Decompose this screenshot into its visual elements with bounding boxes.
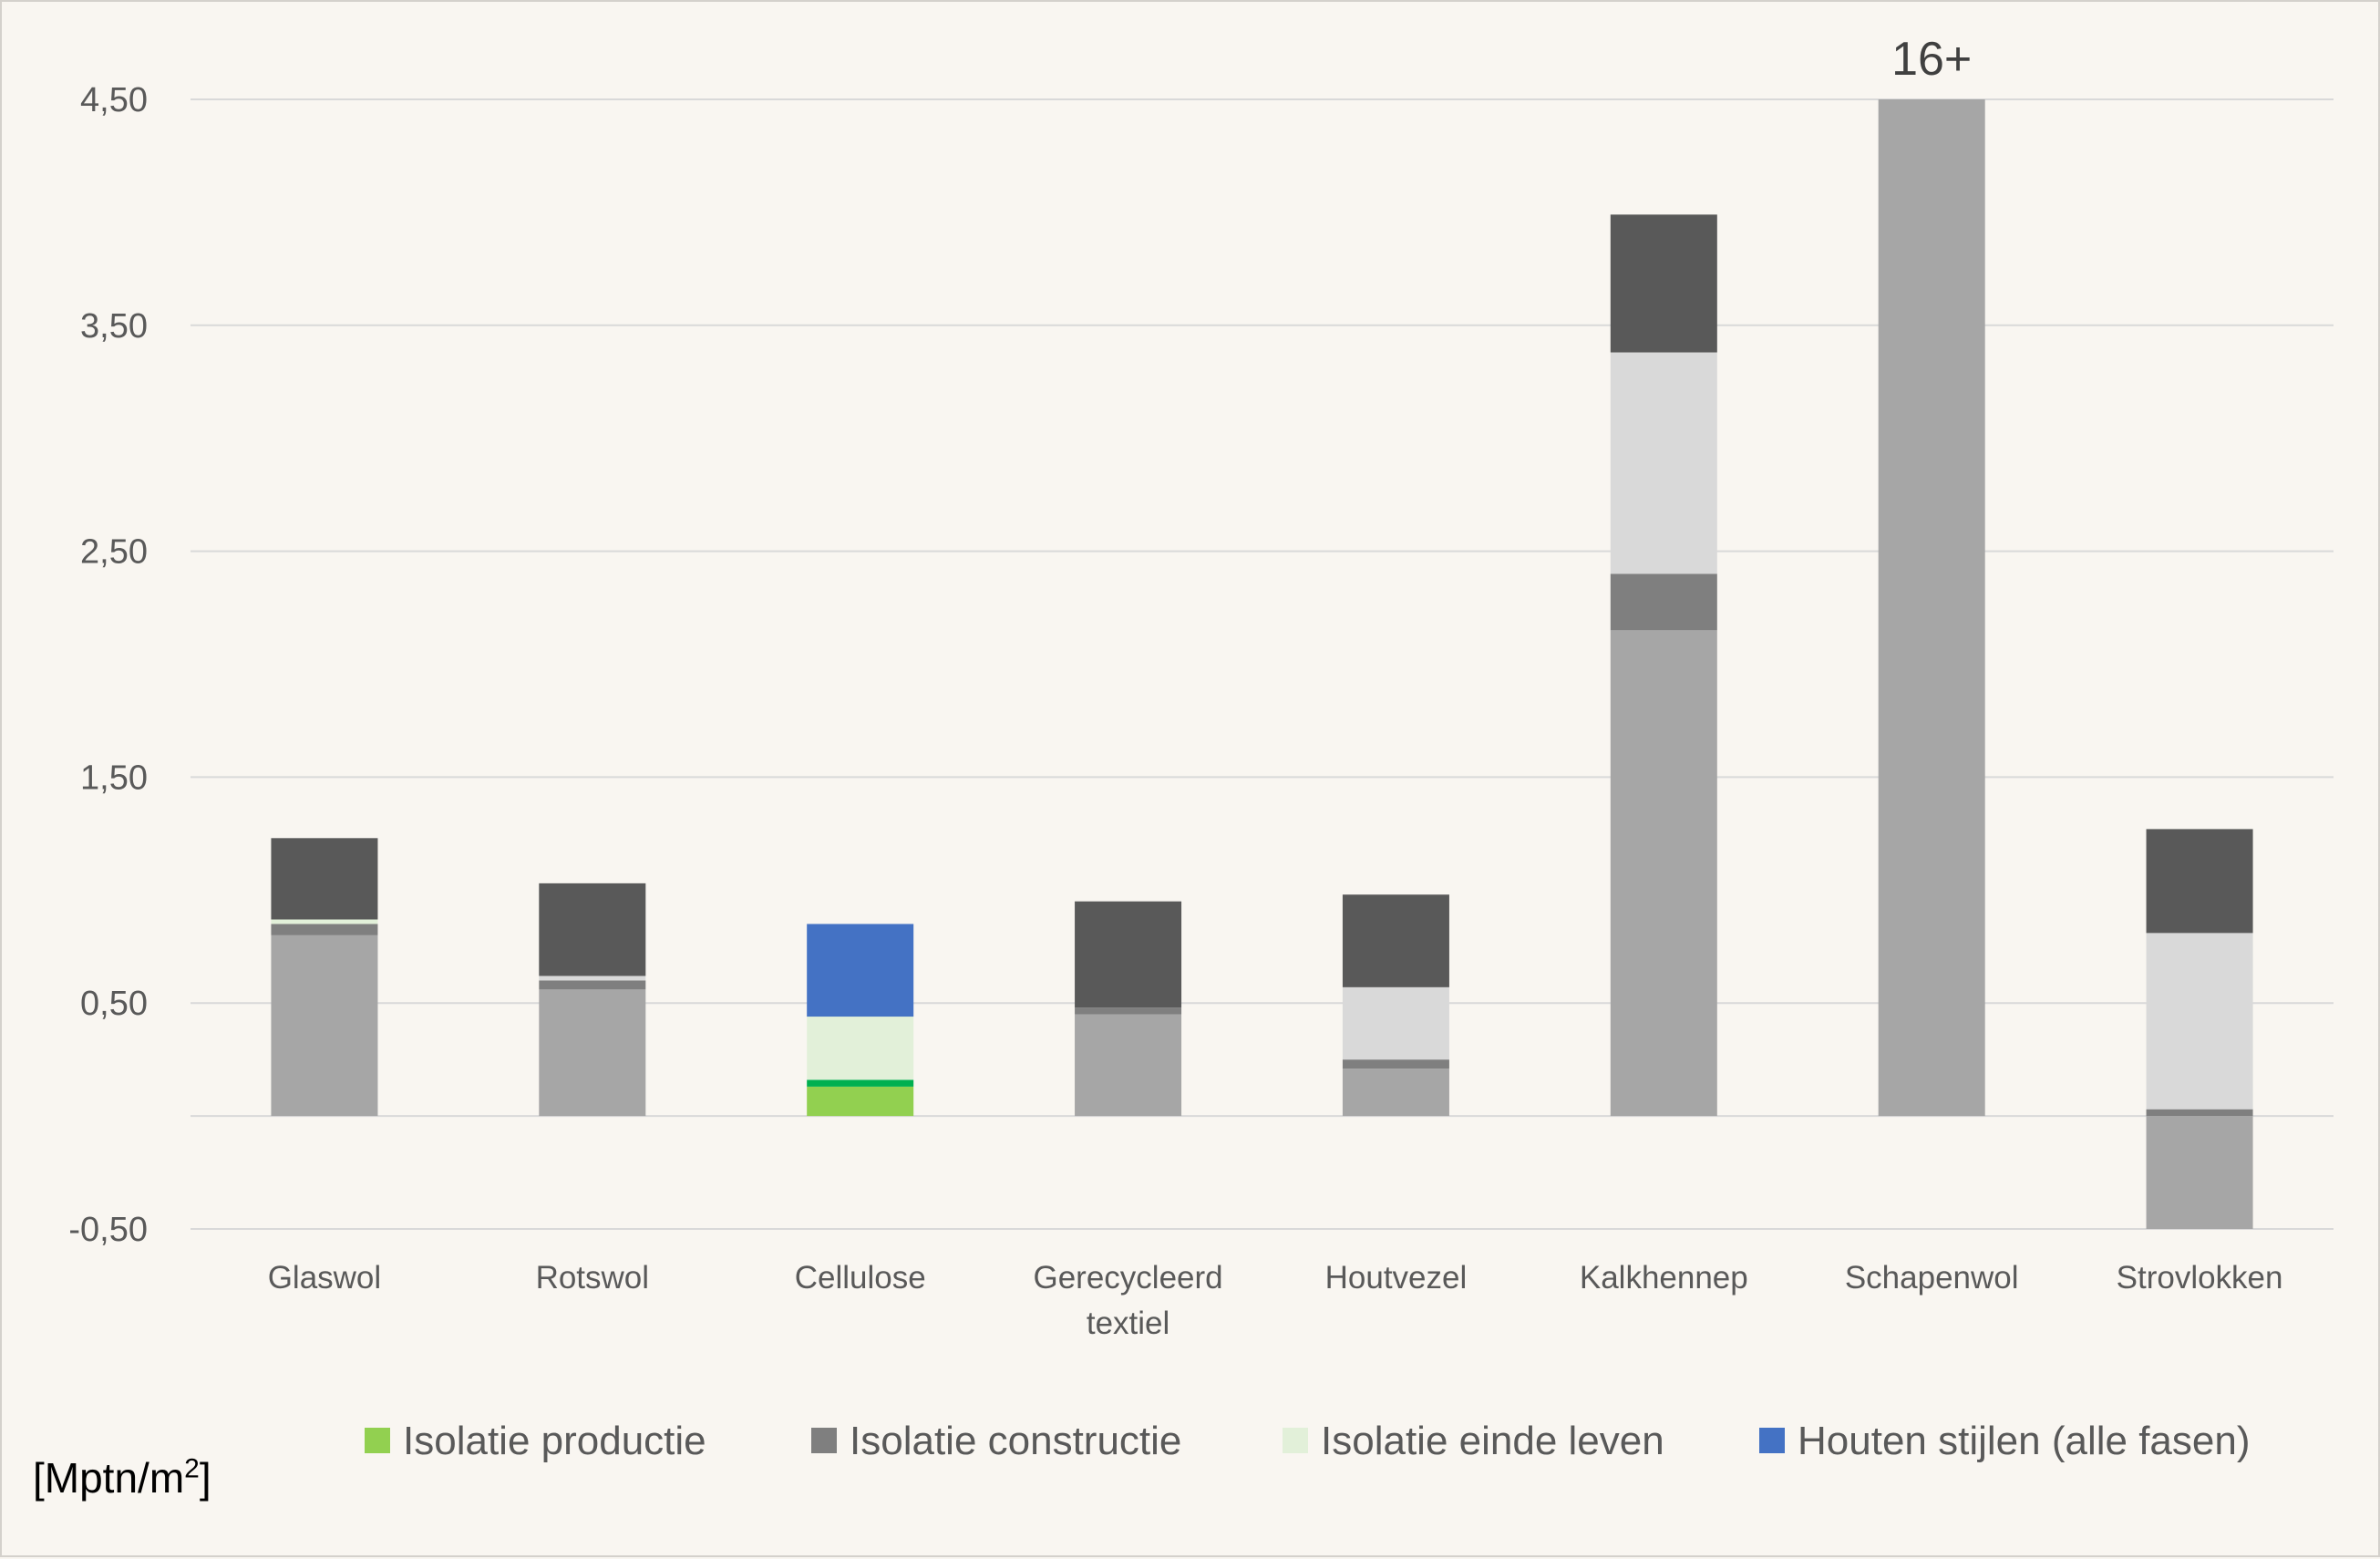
legend-label: Isolatie productie <box>403 1419 706 1463</box>
bar-segment <box>271 838 378 920</box>
bar-segment <box>1610 573 1717 631</box>
category-label: Cellulose <box>795 1260 926 1296</box>
bar-segment <box>807 1017 914 1080</box>
bar-segment <box>2146 933 2253 1110</box>
bar-segment <box>539 980 646 990</box>
unit-close: ] <box>199 1454 211 1502</box>
bar-segment <box>2146 829 2253 934</box>
bar-segment <box>1075 1014 1182 1117</box>
bar-segment <box>1878 99 1985 1117</box>
bar-segment <box>271 934 378 1117</box>
bar-segment <box>2146 1116 2253 1229</box>
y-tick-label: 3,50 <box>80 307 148 346</box>
category-label: Houtvezel <box>1325 1260 1468 1296</box>
bar-segment <box>539 883 646 976</box>
bar-segment <box>1342 1059 1449 1069</box>
y-tick-label: 0,50 <box>80 985 148 1023</box>
category-label: Rotswol <box>536 1260 649 1296</box>
bar-segment <box>1610 352 1717 574</box>
legend-swatch <box>811 1428 837 1453</box>
legend-swatch <box>1759 1428 1785 1453</box>
bar-segment <box>1075 901 1182 1008</box>
category-label: Schapenwol <box>1845 1260 2019 1296</box>
legend-label: Isolatie einde leven <box>1321 1419 1664 1463</box>
bar-segment <box>271 924 378 935</box>
y-tick-label: 2,50 <box>80 533 148 572</box>
bar-segment <box>2146 1109 2253 1117</box>
bar-segment <box>807 1086 914 1117</box>
category-label: Kalkhennep <box>1580 1260 1748 1296</box>
legend-swatch <box>365 1428 390 1453</box>
bar-segment <box>271 919 378 924</box>
bar-segment <box>1610 214 1717 353</box>
bar-segment <box>1342 986 1449 1060</box>
legend-swatch <box>1283 1428 1308 1453</box>
category-label: Strovlokken <box>2117 1260 2283 1296</box>
category-label: Gerecycleerd textiel <box>1033 1260 1222 1341</box>
bar-segment <box>1342 894 1449 987</box>
y-tick-label: 1,50 <box>80 759 148 797</box>
y-unit-label: [Mptn/m2] <box>33 1453 211 1502</box>
bar-segment <box>539 989 646 1117</box>
bar-annotation: 16+ <box>1891 33 1972 86</box>
y-tick-label: -0,50 <box>68 1211 148 1249</box>
bar-segment <box>1342 1069 1449 1117</box>
unit-superscript: 2 <box>184 1453 200 1484</box>
unit-text: [Mptn/m <box>33 1454 185 1502</box>
legend-label: Houten stijlen (alle fasen) <box>1798 1419 2250 1463</box>
category-label: Glaswol <box>268 1260 381 1296</box>
y-tick-label: 4,50 <box>80 81 148 119</box>
bar-segment <box>1075 1007 1182 1015</box>
legend-label: Isolatie constructie <box>850 1419 1181 1463</box>
bar-segment <box>539 976 646 981</box>
bar-segment <box>807 1079 914 1087</box>
bar-segment <box>1610 630 1717 1117</box>
bar-segment <box>807 924 914 1017</box>
